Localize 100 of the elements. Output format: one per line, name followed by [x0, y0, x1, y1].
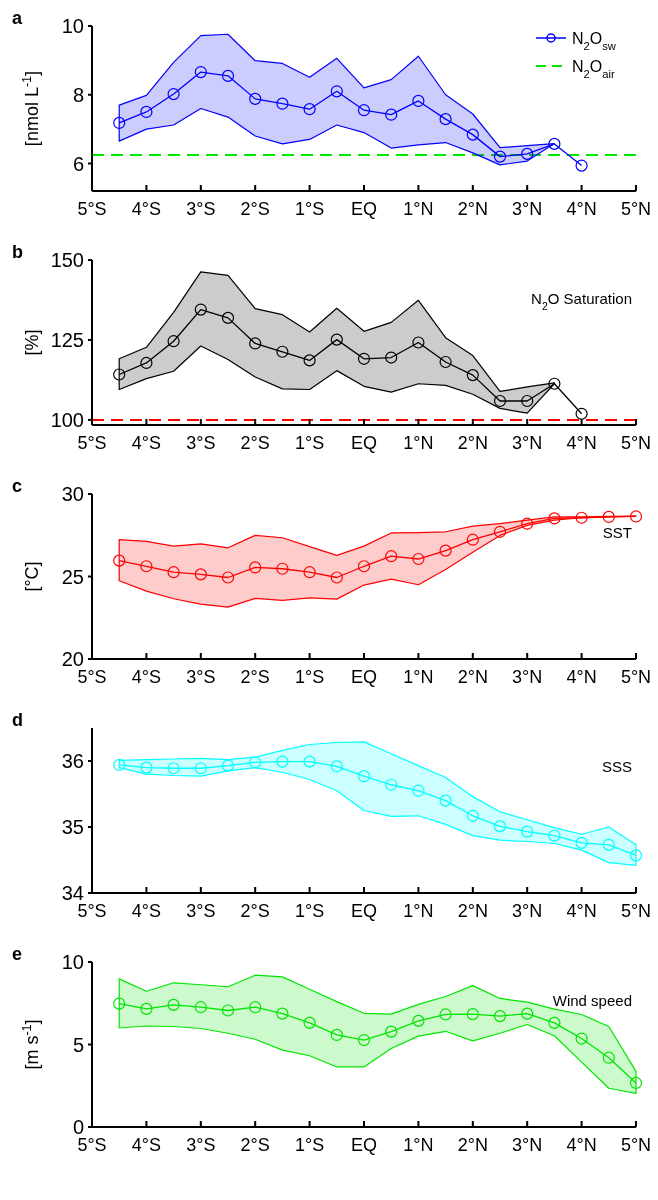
x-tick-label: 4°N — [566, 901, 597, 921]
y-tick-label: 25 — [61, 565, 84, 588]
point — [412, 552, 425, 566]
point — [249, 1001, 262, 1014]
point — [466, 369, 479, 382]
x-tick-label: 3°N — [512, 433, 543, 453]
point — [303, 1016, 316, 1029]
point — [303, 354, 316, 367]
point — [357, 352, 371, 365]
point — [439, 113, 452, 126]
annotation: N$_{2}$O Saturation — [531, 290, 632, 312]
point — [521, 517, 534, 530]
x-tick-label: 3°N — [512, 1135, 543, 1155]
point — [493, 525, 507, 538]
y-tick-label: 35 — [61, 816, 84, 838]
chart-title: b — [12, 242, 23, 262]
point — [385, 108, 398, 121]
x-tick-label: 5°N — [620, 667, 652, 687]
y-tick-label: 30 — [61, 483, 84, 505]
x-tick-label: EQ — [350, 901, 378, 921]
point — [249, 561, 262, 574]
point — [113, 368, 126, 381]
x-tick-label: 1°S — [294, 1135, 325, 1155]
point — [194, 1001, 207, 1014]
point — [575, 1032, 588, 1045]
point — [221, 571, 235, 584]
point — [249, 756, 262, 769]
point — [575, 836, 588, 849]
point — [521, 1007, 534, 1020]
x-tick-label: 1°N — [403, 901, 434, 921]
x-tick-label: 1°S — [294, 667, 325, 687]
x-tick-label: 3°S — [186, 1135, 216, 1155]
x-tick-label: 4°S — [131, 433, 162, 453]
x-tick-label: 2°N — [457, 667, 488, 687]
point — [412, 784, 425, 797]
point — [194, 303, 207, 316]
x-tick-label: 2°S — [240, 433, 270, 453]
point — [466, 1008, 479, 1021]
point — [575, 407, 588, 420]
point — [303, 566, 316, 579]
x-tick-label: EQ — [350, 433, 378, 453]
x-tick-label: 3°S — [186, 433, 216, 453]
point — [493, 150, 507, 163]
point — [113, 997, 126, 1010]
point — [167, 762, 180, 775]
point — [194, 65, 207, 79]
point — [493, 820, 507, 833]
point — [140, 761, 153, 774]
point — [493, 394, 507, 408]
point — [167, 87, 180, 101]
x-tick-label: 4°N — [566, 1135, 597, 1155]
y-tick-label: 6 — [72, 152, 84, 175]
point — [412, 94, 425, 108]
x-tick-label: 3°N — [512, 901, 543, 921]
x-tick-label: 4°N — [566, 667, 597, 687]
y-tick-label: 0 — [72, 1116, 84, 1138]
point — [357, 770, 371, 783]
point — [602, 838, 615, 851]
x-tick-label: 2°S — [240, 901, 270, 921]
y-tick-label: 36 — [61, 750, 84, 772]
x-tick-label: 1°S — [294, 901, 325, 921]
x-tick-label: 3°N — [512, 199, 543, 219]
x-tick-label: EQ — [350, 667, 378, 687]
point — [221, 311, 235, 324]
point — [140, 105, 153, 119]
x-tick-label: 2°N — [457, 199, 488, 219]
point — [303, 103, 316, 116]
point — [629, 849, 643, 862]
chart-title: d — [12, 710, 23, 730]
y-axis-title: [%] — [22, 329, 42, 356]
x-tick-label: 1°N — [403, 667, 434, 687]
point — [357, 104, 371, 117]
x-tick-label: 2°N — [457, 1135, 488, 1155]
point — [276, 345, 289, 358]
point — [276, 1007, 289, 1020]
y-tick-label: 150 — [50, 249, 84, 271]
x-tick-label: 3°N — [512, 667, 543, 687]
point — [439, 544, 452, 557]
point — [521, 147, 534, 160]
point — [221, 1004, 235, 1017]
point — [548, 512, 561, 525]
x-tick-label: EQ — [350, 199, 378, 219]
chart-title: e — [12, 944, 23, 964]
point — [521, 825, 534, 838]
y-axis-title: [°C] — [22, 561, 42, 592]
x-tick-label: 4°S — [131, 667, 162, 687]
point — [276, 562, 289, 575]
x-tick-label: 4°S — [131, 1135, 162, 1155]
point — [548, 377, 561, 390]
x-tick-label: 2°N — [457, 433, 488, 453]
point — [521, 394, 534, 408]
x-tick-label: 5°S — [77, 1135, 107, 1155]
point — [140, 356, 153, 370]
x-tick-label: 4°S — [131, 901, 162, 921]
chart-title: c — [12, 476, 23, 496]
point — [439, 355, 452, 369]
point — [221, 759, 235, 772]
legend-label: N$_{2}$O$_{air}$ — [572, 58, 615, 80]
point — [330, 85, 343, 98]
point — [412, 336, 425, 349]
